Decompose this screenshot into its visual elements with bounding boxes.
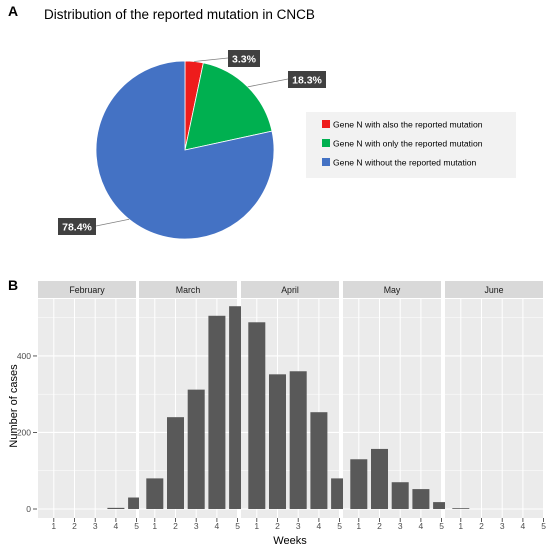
x-tick-label: 4 xyxy=(317,521,322,531)
pie-callouts: 3.3% 18.3% 78.4% xyxy=(58,50,326,235)
panel-b-letter: B xyxy=(8,277,18,293)
legend-background xyxy=(306,112,516,178)
x-tick-label: 2 xyxy=(173,521,178,531)
panel-b: B Number of cases Weeks 0 200 400 February… xyxy=(8,277,546,547)
bar-may-week-1 xyxy=(350,459,368,509)
bar-april-week-2 xyxy=(269,374,286,509)
x-tick-label: 2 xyxy=(377,521,382,531)
x-tick-label: 1 xyxy=(254,521,259,531)
x-tick-label: 5 xyxy=(337,521,342,531)
callout-box-without-mutation xyxy=(58,218,96,235)
callout-line-only-mutation xyxy=(247,78,289,88)
callout-label-also-mutation: 3.3% xyxy=(232,54,257,66)
bar-april-week-4 xyxy=(310,412,328,509)
y-axis: 0 200 400 xyxy=(17,351,37,514)
x-axis-label: Weeks xyxy=(273,535,307,547)
bar-april-week-1 xyxy=(248,322,266,509)
x-tick-label: 1 xyxy=(51,521,56,531)
facet-strip-label: February xyxy=(69,285,105,295)
callout-line-also-mutation xyxy=(194,57,229,62)
panel-a: A Distribution of the reported mutation … xyxy=(8,3,516,240)
bar-june-week-1 xyxy=(452,508,470,509)
x-tick-label: 3 xyxy=(398,521,403,531)
x-tick-label: 1 xyxy=(458,521,463,531)
x-tick-label: 4 xyxy=(215,521,220,531)
legend-swatch-without-mutation xyxy=(322,158,330,166)
bar-april-week-3 xyxy=(289,371,307,509)
callout-box-only-mutation xyxy=(288,71,326,88)
y-axis-label: Number of cases xyxy=(8,364,20,448)
facet-strip xyxy=(445,281,543,298)
pie-legend: Gene N with also the reported mutation Ge… xyxy=(306,112,516,178)
x-tick-label: 5 xyxy=(439,521,444,531)
facet-may: May 1 2 3 4 5 xyxy=(343,281,451,531)
x-tick-label: 3 xyxy=(296,521,301,531)
x-tick-label: 4 xyxy=(114,521,119,531)
bar-february-week-4 xyxy=(107,507,125,509)
y-tick-label: 400 xyxy=(17,351,31,361)
x-tick-label: 3 xyxy=(500,521,505,531)
x-tick-label: 2 xyxy=(275,521,280,531)
x-tick-label: 1 xyxy=(356,521,361,531)
x-tick-label: 5 xyxy=(541,521,546,531)
bar-march-week-2 xyxy=(167,417,184,509)
legend-label-without-mutation: Gene N without the reported mutation xyxy=(333,158,477,168)
x-tick-label: 5 xyxy=(235,521,240,531)
facet-strip-label: June xyxy=(484,285,503,295)
facet-plot-area xyxy=(38,299,136,518)
callout-label-only-mutation: 18.3% xyxy=(292,75,322,87)
pie-chart xyxy=(95,60,275,240)
bar-february-week-5 xyxy=(128,497,146,509)
facet-strip-label: May xyxy=(384,285,401,295)
legend-swatch-also-mutation xyxy=(322,120,330,128)
panel-a-letter: A xyxy=(8,3,18,19)
x-tick-label: 5 xyxy=(134,521,139,531)
legend-swatch-only-mutation xyxy=(322,139,330,147)
facet-strip xyxy=(343,281,441,298)
bar-march-week-1 xyxy=(146,478,164,509)
bar-may-week-2 xyxy=(371,448,388,509)
legend-label-only-mutation: Gene N with only the reported mutation xyxy=(333,139,483,149)
facet-strip xyxy=(241,281,339,298)
y-tick-label: 0 xyxy=(26,504,31,514)
x-tick-label: 1 xyxy=(152,521,157,531)
y-tick-label: 200 xyxy=(17,427,31,437)
x-tick-label: 2 xyxy=(479,521,484,531)
x-tick-label: 4 xyxy=(419,521,424,531)
callout-line-without-mutation xyxy=(95,218,130,227)
facet-panels: February 1 2 3 4 5 March 1 2 3 4 5 April 1 2 3 4 5 May 1 2 3 4… xyxy=(38,281,546,531)
facet-strip-label: March xyxy=(176,285,201,295)
facet-strip xyxy=(139,281,237,298)
callout-label-without-mutation: 78.4% xyxy=(62,222,92,234)
facet-plot-area xyxy=(445,299,543,518)
pie-title: Distribution of the reported mutation in… xyxy=(44,7,315,22)
x-tick-label: 3 xyxy=(194,521,199,531)
facet-june: June 1 2 3 4 5 xyxy=(445,281,546,531)
facet-strip-label: April xyxy=(281,285,299,295)
x-tick-label: 3 xyxy=(93,521,98,531)
x-tick-label: 4 xyxy=(521,521,526,531)
bar-march-week-3 xyxy=(187,389,205,509)
facet-strip xyxy=(38,281,136,298)
bar-may-week-5 xyxy=(433,502,451,509)
callout-box-also-mutation xyxy=(228,50,260,67)
legend-label-also-mutation: Gene N with also the reported mutation xyxy=(333,120,483,130)
bar-march-week-4 xyxy=(208,315,226,509)
x-tick-label: 2 xyxy=(72,521,77,531)
facet-april: April 1 2 3 4 5 xyxy=(241,281,349,531)
bar-may-week-4 xyxy=(412,489,430,509)
facet-february: February 1 2 3 4 5 xyxy=(38,281,146,531)
bar-may-week-3 xyxy=(391,482,409,509)
facet-march: March 1 2 3 4 5 xyxy=(139,281,247,531)
